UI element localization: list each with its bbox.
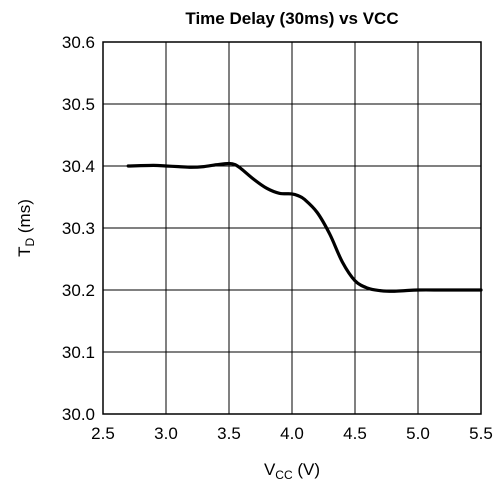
- x-tick-label: 3.0: [154, 424, 178, 443]
- x-tick-label: 5.0: [406, 424, 430, 443]
- series-line: [126, 161, 483, 293]
- x-tick-label: 5.5: [469, 424, 493, 443]
- y-axis-label: TD (ms): [15, 199, 37, 257]
- y-tick-label: 30.6: [62, 33, 95, 52]
- grid-lines: [102, 41, 482, 415]
- y-tick-label: 30.5: [62, 95, 95, 114]
- y-tick-label: 30.3: [62, 219, 95, 238]
- x-tick-label: 4.5: [343, 424, 367, 443]
- y-tick-label: 30.0: [62, 405, 95, 424]
- y-tick-label: 30.2: [62, 281, 95, 300]
- plot-frame: [102, 41, 482, 415]
- x-tick-label: 4.0: [280, 424, 304, 443]
- y-tick-label: 30.4: [62, 157, 95, 176]
- x-axis-label: VCC (V): [264, 460, 320, 482]
- chart-title: Time Delay (30ms) vs VCC: [185, 9, 398, 28]
- x-tick-label: 2.5: [91, 424, 115, 443]
- x-tick-labels: 2.5 3.0 3.5 4.0 4.5 5.0 5.5: [91, 424, 493, 443]
- x-tick-label: 3.5: [217, 424, 241, 443]
- y-tick-labels: 30.0 30.1 30.2 30.3 30.4 30.5 30.6: [62, 33, 95, 424]
- y-tick-label: 30.1: [62, 343, 95, 362]
